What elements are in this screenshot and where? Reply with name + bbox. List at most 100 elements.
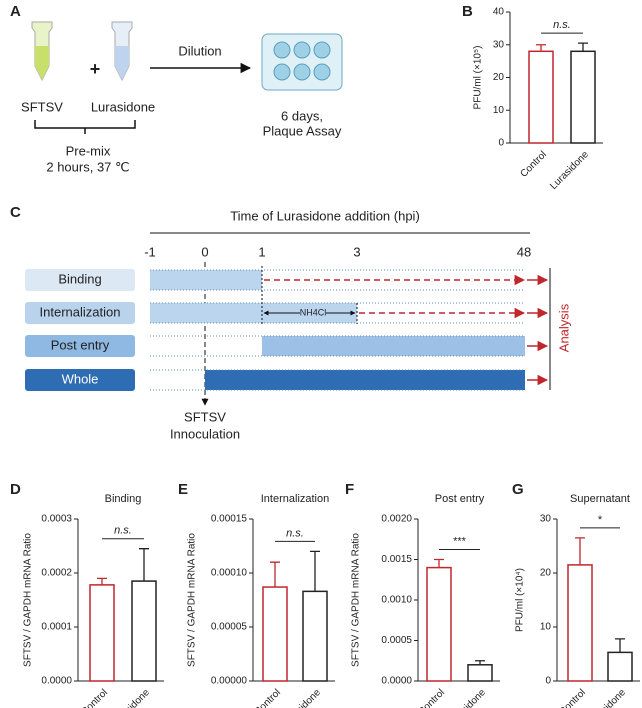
- y-axis-label: SFTSV / GAPDH mRNA Ratio: [187, 533, 198, 667]
- x-tick-label: Lurasidone: [280, 687, 323, 708]
- chart-title: Post entry: [435, 493, 485, 505]
- y-tick-label: 0: [498, 138, 504, 149]
- y-tick-label: 0.0020: [381, 514, 412, 525]
- row-label-box: [25, 269, 135, 291]
- x-tick-label: Control: [518, 149, 549, 180]
- x-tick-label: Lurasidone: [109, 687, 152, 708]
- y-tick-label: 0.0000: [41, 676, 72, 687]
- row-label: Post entry: [51, 337, 110, 352]
- y-axis-label: SFTSV / GAPDH mRNA Ratio: [23, 533, 34, 667]
- label: SFTSV: [184, 409, 226, 424]
- significance-label: n.s.: [553, 19, 571, 31]
- bar: [302, 590, 328, 682]
- row-label-box: [25, 369, 135, 391]
- treatment-window: [150, 270, 262, 290]
- error-bar: [615, 638, 625, 653]
- x-tick-label: Control: [557, 687, 588, 708]
- timeline-tick: -1: [144, 244, 156, 259]
- panel-label: E: [178, 481, 188, 498]
- y-tick-label: 20: [493, 72, 505, 83]
- error-bar: [97, 577, 107, 585]
- panel-label: B: [462, 3, 473, 20]
- row-label: Whole: [62, 371, 99, 386]
- bar: [528, 50, 554, 144]
- y-axis-label: PFU/ml (×10⁴): [515, 568, 526, 632]
- label: Lurasidone: [91, 99, 155, 114]
- y-tick-label: 20: [540, 568, 552, 579]
- chart-title: Supernatant: [570, 493, 630, 505]
- tube-liquid: [115, 46, 129, 80]
- label: Innoculation: [170, 426, 240, 441]
- error-bar: [575, 537, 585, 565]
- y-tick-label: 0.0000: [381, 676, 412, 687]
- y-tick-label: 0.00010: [211, 568, 248, 579]
- timeline-tick: 1: [258, 244, 265, 259]
- row-label-box: [25, 335, 135, 357]
- label: SFTSV: [21, 99, 63, 114]
- label: Plaque Assay: [263, 123, 342, 138]
- label: Pre-mix: [66, 143, 111, 158]
- y-tick-label: 10: [540, 622, 552, 633]
- y-tick-label: 0.0001: [41, 622, 72, 633]
- significance-label: *: [598, 514, 603, 526]
- x-tick-label: Lurasidone: [548, 149, 591, 192]
- timeline-tick: 0: [201, 244, 208, 259]
- reagent-label: NH4Cl: [300, 307, 327, 317]
- x-tick-label: Control: [79, 687, 110, 708]
- bracket: [34, 120, 136, 134]
- panel-label: C: [10, 204, 21, 221]
- significance-label: n.s.: [114, 525, 132, 537]
- y-tick-label: 0.00005: [211, 622, 248, 633]
- tube-liquid: [35, 46, 49, 80]
- timeline-tick: 3: [353, 244, 360, 259]
- analysis-label: Analysis: [556, 303, 571, 352]
- panel-label: D: [10, 481, 21, 498]
- y-tick-label: 0: [545, 676, 551, 687]
- scheme: SFTSV + Lurasidone Dilution 6 days, Plaq…: [21, 21, 343, 174]
- row-label: Internalization: [40, 304, 121, 319]
- y-tick-label: 0.0010: [381, 595, 412, 606]
- panel-label: F: [345, 481, 354, 498]
- y-tick-label: 0.0005: [381, 635, 412, 646]
- bar: [467, 664, 493, 682]
- error-bar: [434, 558, 444, 568]
- y-tick-label: 0.00015: [211, 514, 248, 525]
- bar: [131, 580, 157, 682]
- error-bar: [536, 44, 546, 52]
- x-tick-label: Control: [416, 687, 447, 708]
- y-axis-label: PFU/ml (×10⁵): [473, 46, 484, 110]
- bar: [607, 651, 633, 682]
- y-tick-label: 0.0002: [41, 568, 72, 579]
- y-tick-label: 40: [493, 7, 505, 18]
- error-bar: [475, 660, 485, 665]
- bar: [262, 586, 288, 682]
- y-tick-label: 30: [493, 39, 505, 50]
- y-tick-label: 0.0003: [41, 514, 72, 525]
- bar: [567, 564, 593, 682]
- significance-label: ***: [453, 535, 467, 547]
- row-label: Binding: [58, 271, 101, 286]
- significance-label: n.s.: [286, 527, 304, 539]
- panel-label: G: [512, 481, 524, 498]
- chart-title: Internalization: [261, 493, 330, 505]
- label: Dilution: [178, 43, 221, 58]
- y-tick-label: 10: [493, 105, 505, 116]
- wells: [273, 41, 331, 81]
- error-bar: [578, 42, 588, 52]
- treatment-window: [262, 336, 525, 356]
- label: 6 days,: [281, 108, 323, 123]
- treatment-window: [150, 303, 357, 323]
- timeline-title: Time of Lurasidone addition (hpi): [230, 208, 420, 223]
- label: 2 hours, 37 ℃: [46, 159, 129, 174]
- row-label-box: [25, 302, 135, 324]
- chart-title: Binding: [105, 493, 142, 505]
- panel-label: A: [10, 3, 21, 20]
- timeline: Time of Lurasidone addition (hpi) Analys…: [150, 208, 571, 441]
- bar: [89, 584, 115, 682]
- label: +: [90, 59, 101, 79]
- x-tick-label: Lurasidone: [585, 687, 628, 708]
- y-axis-label: SFTSV / GAPDH mRNA Ratio: [351, 533, 362, 667]
- y-tick-label: 30: [540, 514, 552, 525]
- error-bar: [139, 548, 149, 582]
